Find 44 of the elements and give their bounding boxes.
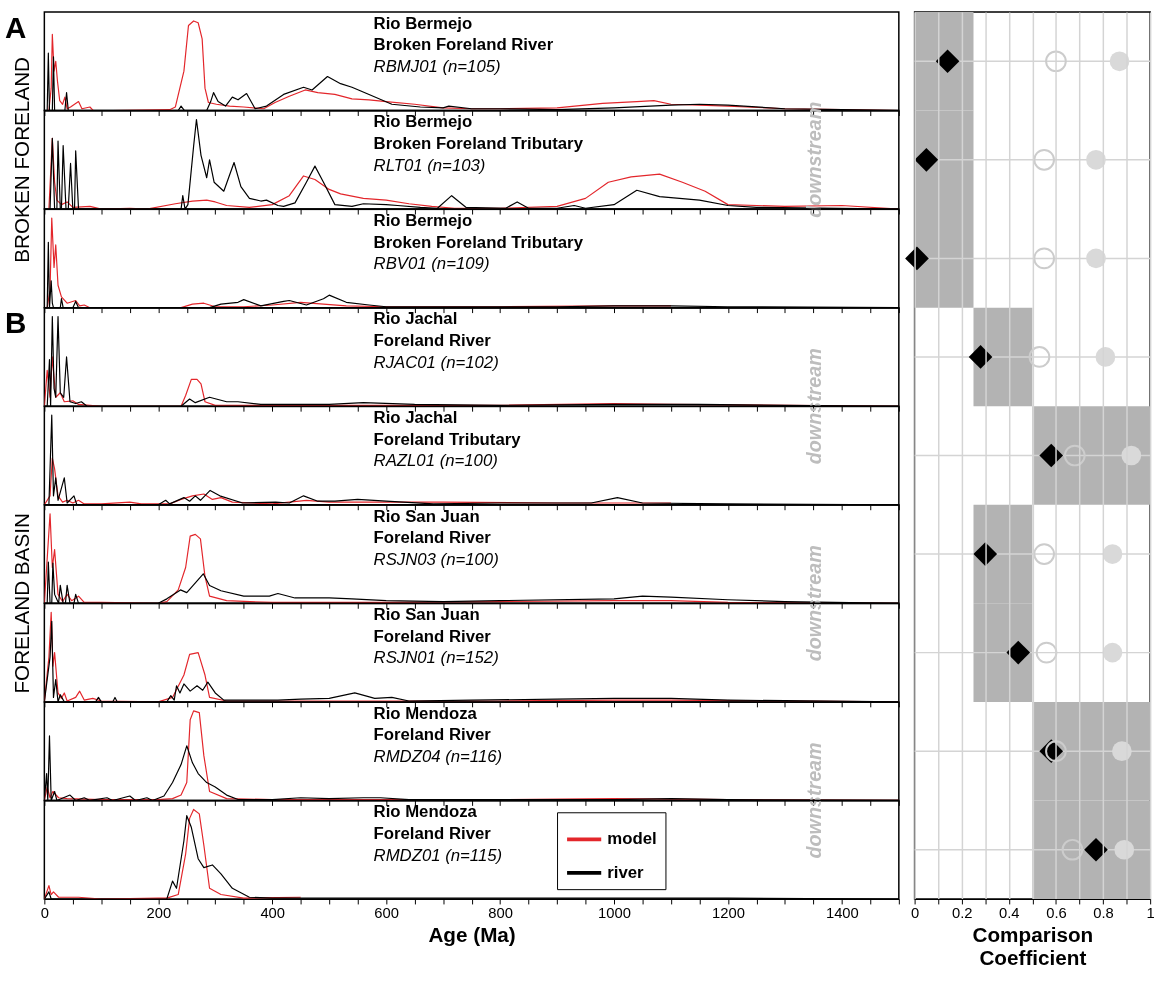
chart-title: Rio Bermejo Broken Foreland Tributary	[373, 210, 584, 252]
text: RMDZ04 (n=116)	[373, 747, 503, 767]
text: B	[4, 306, 27, 340]
text: RSJN03 (n=100)	[373, 549, 499, 569]
x-tick-label: 1200	[712, 905, 745, 922]
x-tick-label: 1000	[598, 905, 631, 922]
text: RAZL01 (n=100)	[373, 451, 498, 471]
chart-title: Rio Bermejo Broken Foreland Tributary	[373, 112, 584, 153]
text: BROKEN FORELAND	[9, 56, 33, 263]
text: RSJN01 (n=152)	[373, 648, 499, 668]
chart-title: Rio Mendoza Foreland River	[373, 802, 492, 843]
legend-label: model	[607, 829, 657, 849]
x-axis-title: Comparison Coefficient	[972, 922, 1094, 969]
text: RBMJ01 (n=105)	[373, 57, 501, 77]
x-tick-label: 0.2	[951, 905, 973, 922]
annotation: downstream	[802, 101, 825, 218]
chart-title: Rio Jachal Foreland River	[373, 309, 492, 351]
x-tick-label: 600	[374, 905, 399, 922]
text: A	[4, 10, 27, 44]
x-tick-label: 1	[1146, 905, 1155, 922]
x-tick-label: 0.6	[1046, 905, 1067, 922]
x-axis-title: Age (Ma)	[428, 922, 516, 946]
legend-label: river	[607, 862, 645, 882]
x-tick-label: 0.4	[999, 905, 1020, 922]
x-tick-label: 400	[260, 905, 286, 922]
chart-title: Rio San Juan Foreland River	[373, 506, 492, 548]
text: RLT01 (n=103)	[373, 155, 486, 175]
text: FORELAND BASIN	[9, 513, 33, 694]
x-tick-label: 0	[40, 905, 49, 922]
chart-title: Rio Mendoza Foreland River	[373, 703, 492, 745]
annotation: downstream	[802, 545, 825, 662]
text: RMDZ01 (n=115)	[373, 845, 503, 865]
chart-title: Rio Bermejo Broken Foreland River	[373, 13, 554, 55]
chart-title: Rio Jachal Foreland Tributary	[373, 407, 522, 449]
annotation: downstream	[802, 348, 825, 465]
text: RJAC01 (n=102)	[373, 352, 499, 372]
x-tick-label: 800	[488, 905, 513, 922]
annotation: downstream	[802, 742, 825, 859]
x-tick-label: 0.8	[1093, 905, 1114, 922]
x-tick-label: 0	[910, 905, 920, 922]
text: RBV01 (n=109)	[373, 254, 490, 274]
chart-title: Rio San Juan Foreland River	[373, 605, 492, 646]
x-tick-label: 1400	[825, 905, 859, 922]
x-tick-label: 200	[146, 905, 172, 922]
